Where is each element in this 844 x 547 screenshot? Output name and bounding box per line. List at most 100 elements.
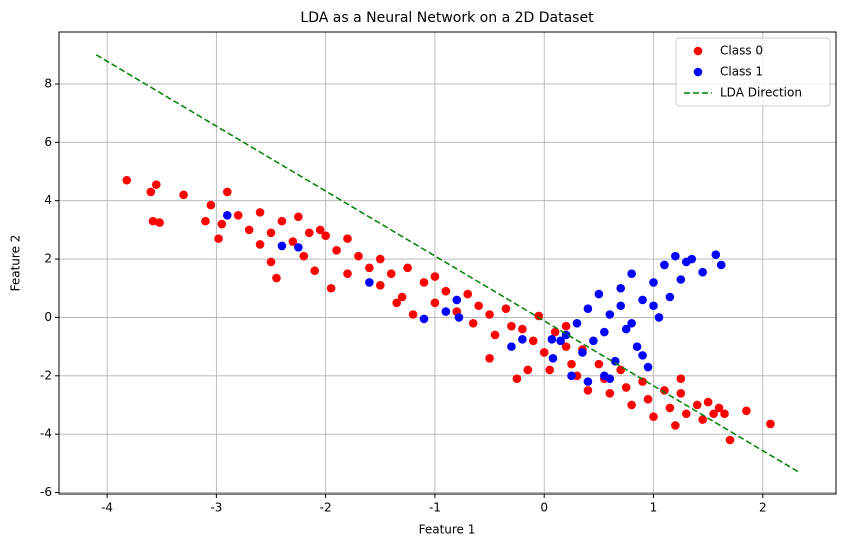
point: [545, 365, 554, 375]
x-tick-label: 1: [650, 501, 658, 515]
point: [703, 397, 713, 407]
point: [452, 295, 462, 305]
y-tick-label: 4: [44, 193, 52, 207]
point: [315, 225, 325, 235]
point: [310, 266, 320, 276]
point: [299, 251, 309, 261]
point: [681, 409, 691, 419]
point: [567, 359, 576, 369]
point: [222, 187, 232, 197]
point: [600, 327, 609, 337]
chart-title: LDA as a Neural Network on a 2D Dataset: [300, 10, 594, 26]
point: [206, 200, 216, 210]
point: [343, 269, 352, 278]
point: [441, 307, 451, 316]
point: [638, 351, 647, 360]
point: [594, 289, 604, 299]
x-tick-label: 2: [759, 501, 767, 515]
point: [454, 313, 464, 322]
point: [528, 336, 538, 346]
y-tick-label: -4: [40, 427, 52, 441]
legend-label: Class 1: [720, 65, 763, 79]
point: [556, 336, 565, 346]
point: [474, 301, 483, 311]
point: [610, 356, 620, 366]
point: [638, 295, 647, 305]
point: [698, 415, 707, 424]
point: [507, 342, 516, 351]
point: [146, 187, 156, 197]
point: [266, 228, 276, 238]
point: [201, 216, 210, 226]
point: [638, 377, 647, 386]
point: [616, 283, 626, 293]
point: [687, 254, 697, 264]
point: [222, 210, 232, 220]
point: [255, 240, 265, 249]
point: [605, 389, 615, 398]
point: [548, 353, 558, 363]
point: [392, 298, 401, 308]
point: [294, 212, 303, 222]
point: [643, 362, 653, 372]
point: [233, 210, 243, 220]
point: [255, 208, 265, 217]
point: [605, 374, 615, 384]
point: [512, 374, 522, 384]
point: [676, 275, 686, 284]
point: [621, 324, 631, 334]
point: [671, 421, 680, 430]
point: [578, 348, 587, 357]
point: [288, 237, 298, 246]
point: [518, 324, 527, 334]
point: [294, 243, 303, 252]
point: [419, 314, 429, 324]
point: [490, 330, 500, 340]
point: [654, 313, 664, 322]
point: [714, 403, 724, 413]
line: [95, 54, 800, 473]
x-tick-label: -2: [320, 501, 332, 515]
y-tick-label: 6: [44, 135, 52, 149]
point: [594, 359, 604, 369]
point: [155, 218, 164, 227]
point: [354, 251, 363, 261]
point: [567, 371, 576, 381]
point: [217, 219, 227, 229]
point: [408, 310, 418, 319]
point: [501, 304, 511, 313]
point: [179, 190, 188, 200]
point: [616, 365, 626, 375]
point: [725, 435, 735, 445]
point: [441, 286, 451, 296]
point: [430, 298, 440, 308]
x-tick-label: -1: [429, 501, 441, 515]
point: [671, 251, 680, 261]
x-tick-label: 0: [540, 501, 548, 515]
point: [375, 254, 385, 264]
legend-box: [675, 37, 831, 107]
point: [632, 342, 642, 351]
point: [430, 272, 440, 281]
point: [151, 180, 161, 189]
y-tick-label: 2: [44, 252, 52, 266]
point: [616, 301, 626, 311]
point: [277, 216, 287, 226]
point: [550, 327, 560, 337]
point: [518, 335, 527, 344]
point: [709, 409, 718, 419]
point: [266, 257, 276, 267]
point: [485, 310, 494, 319]
point: [277, 241, 287, 251]
point: [621, 383, 631, 392]
point: [766, 419, 775, 429]
point: [627, 269, 636, 278]
point: [583, 386, 593, 395]
point: [649, 412, 658, 421]
point: [332, 246, 341, 255]
point: [468, 318, 478, 328]
point: [676, 389, 686, 398]
point: [365, 278, 374, 287]
